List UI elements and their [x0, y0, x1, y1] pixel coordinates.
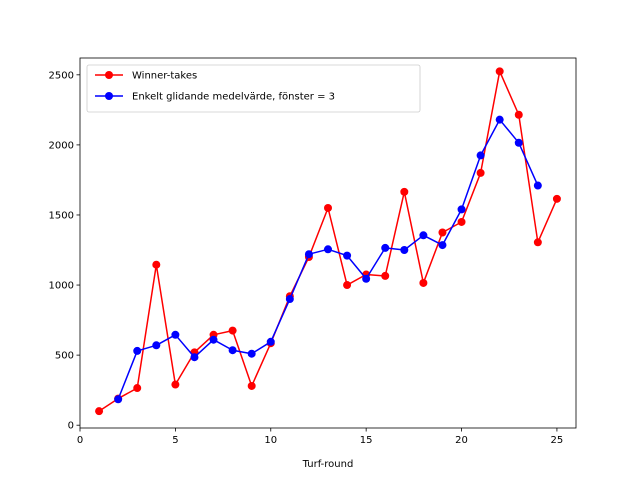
- data-point-series-1: [171, 330, 180, 339]
- data-point-series-1: [419, 231, 428, 240]
- data-point-series-1: [190, 353, 199, 362]
- y-axis-ticks: 0 500 1000 1500 2000 2500: [49, 70, 80, 432]
- y-tick-label: 500: [55, 351, 74, 362]
- data-point-series-1: [152, 341, 161, 350]
- data-point-series-0: [381, 271, 390, 280]
- data-point-series-1: [247, 349, 256, 358]
- data-point-series-1: [304, 250, 313, 259]
- data-point-series-0: [228, 326, 237, 335]
- data-point-series-0: [533, 238, 542, 247]
- legend-swatch-marker: [105, 92, 113, 100]
- data-point-series-0: [343, 281, 352, 290]
- data-point-series-0: [514, 110, 523, 119]
- y-tick-label: 1000: [49, 281, 74, 292]
- data-point-series-1: [381, 243, 390, 252]
- x-tick-label: 15: [360, 435, 373, 446]
- data-point-series-1: [285, 295, 294, 304]
- axes-frame: [79, 57, 577, 429]
- legend-swatch-marker: [105, 71, 113, 79]
- data-point-series-1: [514, 138, 523, 147]
- y-tick-label: 2000: [49, 140, 74, 151]
- data-point-series-0: [247, 381, 256, 390]
- data-point-series-1: [133, 346, 142, 355]
- y-tick-label: 2500: [49, 70, 74, 81]
- data-point-series-0: [495, 67, 504, 76]
- data-point-series-1: [533, 181, 542, 190]
- data-point-series-1: [438, 241, 447, 250]
- data-point-series-1: [400, 246, 409, 255]
- data-point-series-1: [324, 245, 332, 254]
- data-point-series-1: [457, 205, 466, 214]
- data-point-series-1: [266, 337, 275, 346]
- x-axis-label: Turf-round: [302, 459, 354, 470]
- y-tick-label: 1500: [49, 210, 74, 221]
- data-point-series-1: [209, 335, 218, 344]
- legend-entry-label: Enkelt glidande medelvärde, fönster = 3: [132, 92, 335, 103]
- data-point-series-0: [438, 228, 447, 237]
- legend-box: [86, 64, 421, 113]
- series-layer: [95, 67, 561, 416]
- data-point-series-0: [95, 407, 104, 416]
- data-point-series-0: [171, 380, 180, 389]
- x-tick-label: 10: [264, 435, 277, 446]
- data-point-series-1: [476, 151, 485, 160]
- x-tick-label: 5: [172, 435, 178, 446]
- data-point-series-0: [552, 194, 561, 203]
- x-tick-label: 0: [77, 435, 83, 446]
- data-point-series-0: [419, 278, 428, 287]
- data-point-series-1: [114, 395, 123, 404]
- data-point-series-0: [476, 168, 485, 177]
- data-point-series-1: [343, 251, 352, 260]
- legend: Winner-takes Enkelt glidande medelvärde, …: [86, 64, 421, 113]
- data-point-series-0: [324, 203, 332, 212]
- data-point-series-0: [400, 187, 409, 196]
- y-tick-label: 0: [68, 421, 74, 432]
- data-point-series-0: [457, 217, 466, 226]
- legend-entry-label: Winner-takes: [132, 71, 197, 82]
- data-point-series-1: [495, 115, 504, 124]
- data-point-series-1: [362, 274, 371, 283]
- data-point-series-0: [133, 384, 142, 393]
- x-tick-label: 25: [551, 435, 564, 446]
- x-axis-ticks: 0 5 10 15 20 25: [77, 428, 563, 446]
- x-tick-label: 20: [455, 435, 468, 446]
- data-point-series-0: [152, 260, 161, 269]
- data-point-series-1: [228, 346, 237, 355]
